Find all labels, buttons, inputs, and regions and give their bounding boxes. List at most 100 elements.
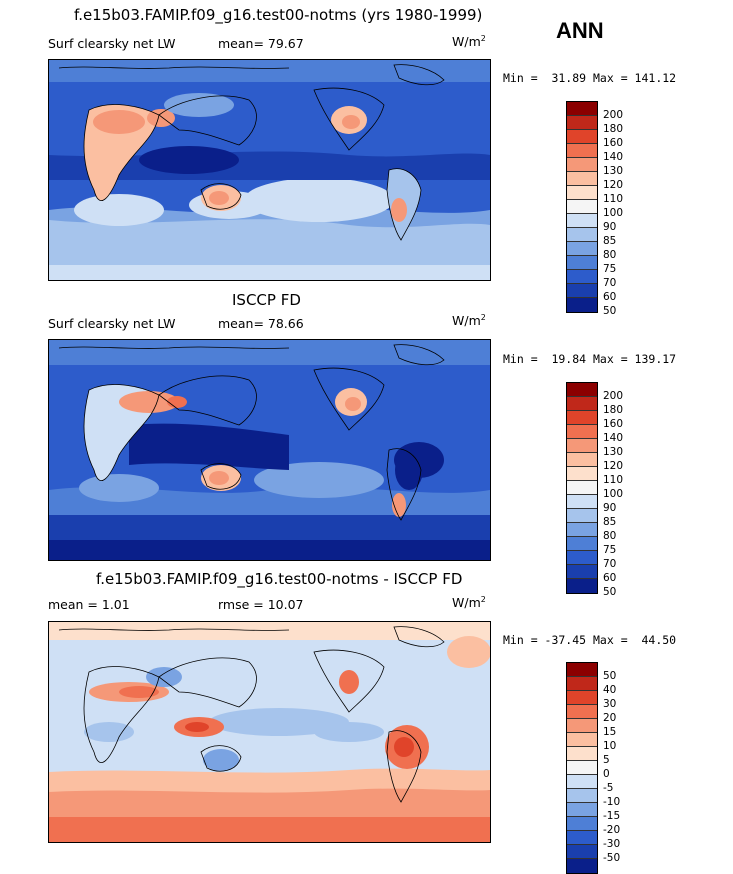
panel2-mean: mean= 78.66: [218, 316, 304, 331]
colorbar-segment: [567, 817, 597, 831]
colorbar-tick-label: 120: [603, 179, 624, 191]
panel3-map: [48, 621, 491, 843]
panel3-units: W/m2: [452, 595, 486, 611]
colorbar-tick-label: 90: [603, 221, 617, 233]
colorbar-tick-label: 180: [603, 123, 624, 135]
colorbar-segment: [567, 509, 597, 523]
colorbar-tick-label: 60: [603, 291, 617, 303]
colorbar-tick-label: 130: [603, 446, 624, 458]
colorbar-tick-label: 200: [603, 109, 624, 121]
colorbar-tick-label: 140: [603, 151, 624, 163]
colorbar-segment: [567, 705, 597, 719]
colorbar-segment: [567, 200, 597, 214]
colorbar-tick-label: 110: [603, 193, 624, 205]
season-label: ANN: [556, 18, 604, 43]
colorbar-tick-label: 110: [603, 474, 624, 486]
colorbar-tick-label: 80: [603, 530, 617, 542]
colorbar-tick-label: -5: [603, 782, 614, 794]
colorbar-segment: [567, 214, 597, 228]
panel1-mean: mean= 79.67: [218, 36, 304, 51]
panel1-variable: Surf clearsky net LW: [48, 36, 176, 51]
panel2-minmax: Min = 19.84 Max = 139.17: [503, 352, 677, 366]
colorbar-tick-label: 20: [603, 712, 617, 724]
colorbar-segment: [567, 677, 597, 691]
colorbar-tick-label: -30: [603, 838, 621, 850]
panel1-field: [49, 60, 490, 280]
colorbar-tick-label: 200: [603, 390, 624, 402]
panel1-colorbar: [566, 101, 598, 313]
colorbar-segment: [567, 845, 597, 859]
colorbar-tick-label: 90: [603, 502, 617, 514]
colorbar-tick-label: 50: [603, 670, 617, 682]
colorbar-tick-label: 100: [603, 488, 624, 500]
panel1-minmax: Min = 31.89 Max = 141.12: [503, 71, 677, 85]
colorbar-segment: [567, 733, 597, 747]
colorbar-segment: [567, 761, 597, 775]
colorbar-segment: [567, 158, 597, 172]
colorbar-segment: [567, 144, 597, 158]
panel3-mean: mean = 1.01: [48, 597, 130, 612]
colorbar-segment: [567, 663, 597, 677]
colorbar-segment: [567, 102, 597, 116]
panel1-map: [48, 59, 491, 281]
colorbar-segment: [567, 116, 597, 130]
colorbar-segment: [567, 775, 597, 789]
colorbar-segment: [567, 130, 597, 144]
colorbar-tick-label: 180: [603, 404, 624, 416]
colorbar-tick-label: 140: [603, 432, 624, 444]
panel2-variable: Surf clearsky net LW: [48, 316, 176, 331]
colorbar-segment: [567, 467, 597, 481]
colorbar-tick-label: 30: [603, 698, 617, 710]
colorbar-segment: [567, 859, 597, 873]
colorbar-tick-label: 15: [603, 726, 617, 738]
colorbar-tick-label: 80: [603, 249, 617, 261]
colorbar-tick-label: 50: [603, 305, 617, 317]
colorbar-segment: [567, 803, 597, 817]
panel1-colorbar-labels: 200 180 160 140 130 120 110 100 90 85 80 75 70 60 50: [603, 101, 624, 317]
colorbar-segment: [567, 383, 597, 397]
panel3-minmax: Min = -37.45 Max = 44.50: [503, 633, 677, 647]
colorbar-tick-label: 100: [603, 207, 624, 219]
panel2-field: [49, 340, 490, 560]
colorbar-tick-label: 0: [603, 768, 610, 780]
colorbar-tick-label: 70: [603, 277, 617, 289]
panel3-colorbar: [566, 662, 598, 874]
colorbar-segment: [567, 481, 597, 495]
panel1-units: W/m2: [452, 34, 486, 50]
panel2-map: [48, 339, 491, 561]
colorbar-segment: [567, 453, 597, 467]
colorbar-tick-label: 10: [603, 740, 617, 752]
colorbar-segment: [567, 411, 597, 425]
colorbar-segment: [567, 256, 597, 270]
colorbar-segment: [567, 425, 597, 439]
colorbar-tick-label: 60: [603, 572, 617, 584]
panel2-title: ISCCP FD: [232, 291, 301, 309]
colorbar-segment: [567, 439, 597, 453]
panel2-colorbar: [566, 382, 598, 594]
colorbar-segment: [567, 691, 597, 705]
colorbar-segment: [567, 284, 597, 298]
colorbar-tick-label: 160: [603, 418, 624, 430]
colorbar-segment: [567, 186, 597, 200]
colorbar-segment: [567, 537, 597, 551]
colorbar-tick-label: -20: [603, 824, 621, 836]
colorbar-segment: [567, 397, 597, 411]
colorbar-segment: [567, 495, 597, 509]
colorbar-tick-label: -50: [603, 852, 621, 864]
colorbar-segment: [567, 551, 597, 565]
colorbar-tick-label: 70: [603, 558, 617, 570]
colorbar-tick-label: 40: [603, 684, 617, 696]
colorbar-segment: [567, 579, 597, 593]
colorbar-tick-label: -15: [603, 810, 621, 822]
panel3-colorbar-labels: 50 40 30 20 15 10 5 0 -5 -10 -15 -20 -30 -50: [603, 662, 621, 864]
colorbar-tick-label: 5: [603, 754, 610, 766]
colorbar-segment: [567, 270, 597, 284]
panel2-units: W/m2: [452, 313, 486, 329]
panel3-field: [49, 622, 490, 842]
panel3-title: f.e15b03.FAMIP.f09_g16.test00-notms - IS…: [96, 570, 463, 588]
colorbar-segment: [567, 831, 597, 845]
colorbar-tick-label: 50: [603, 586, 617, 598]
colorbar-segment: [567, 523, 597, 537]
colorbar-segment: [567, 565, 597, 579]
colorbar-tick-label: 75: [603, 544, 617, 556]
